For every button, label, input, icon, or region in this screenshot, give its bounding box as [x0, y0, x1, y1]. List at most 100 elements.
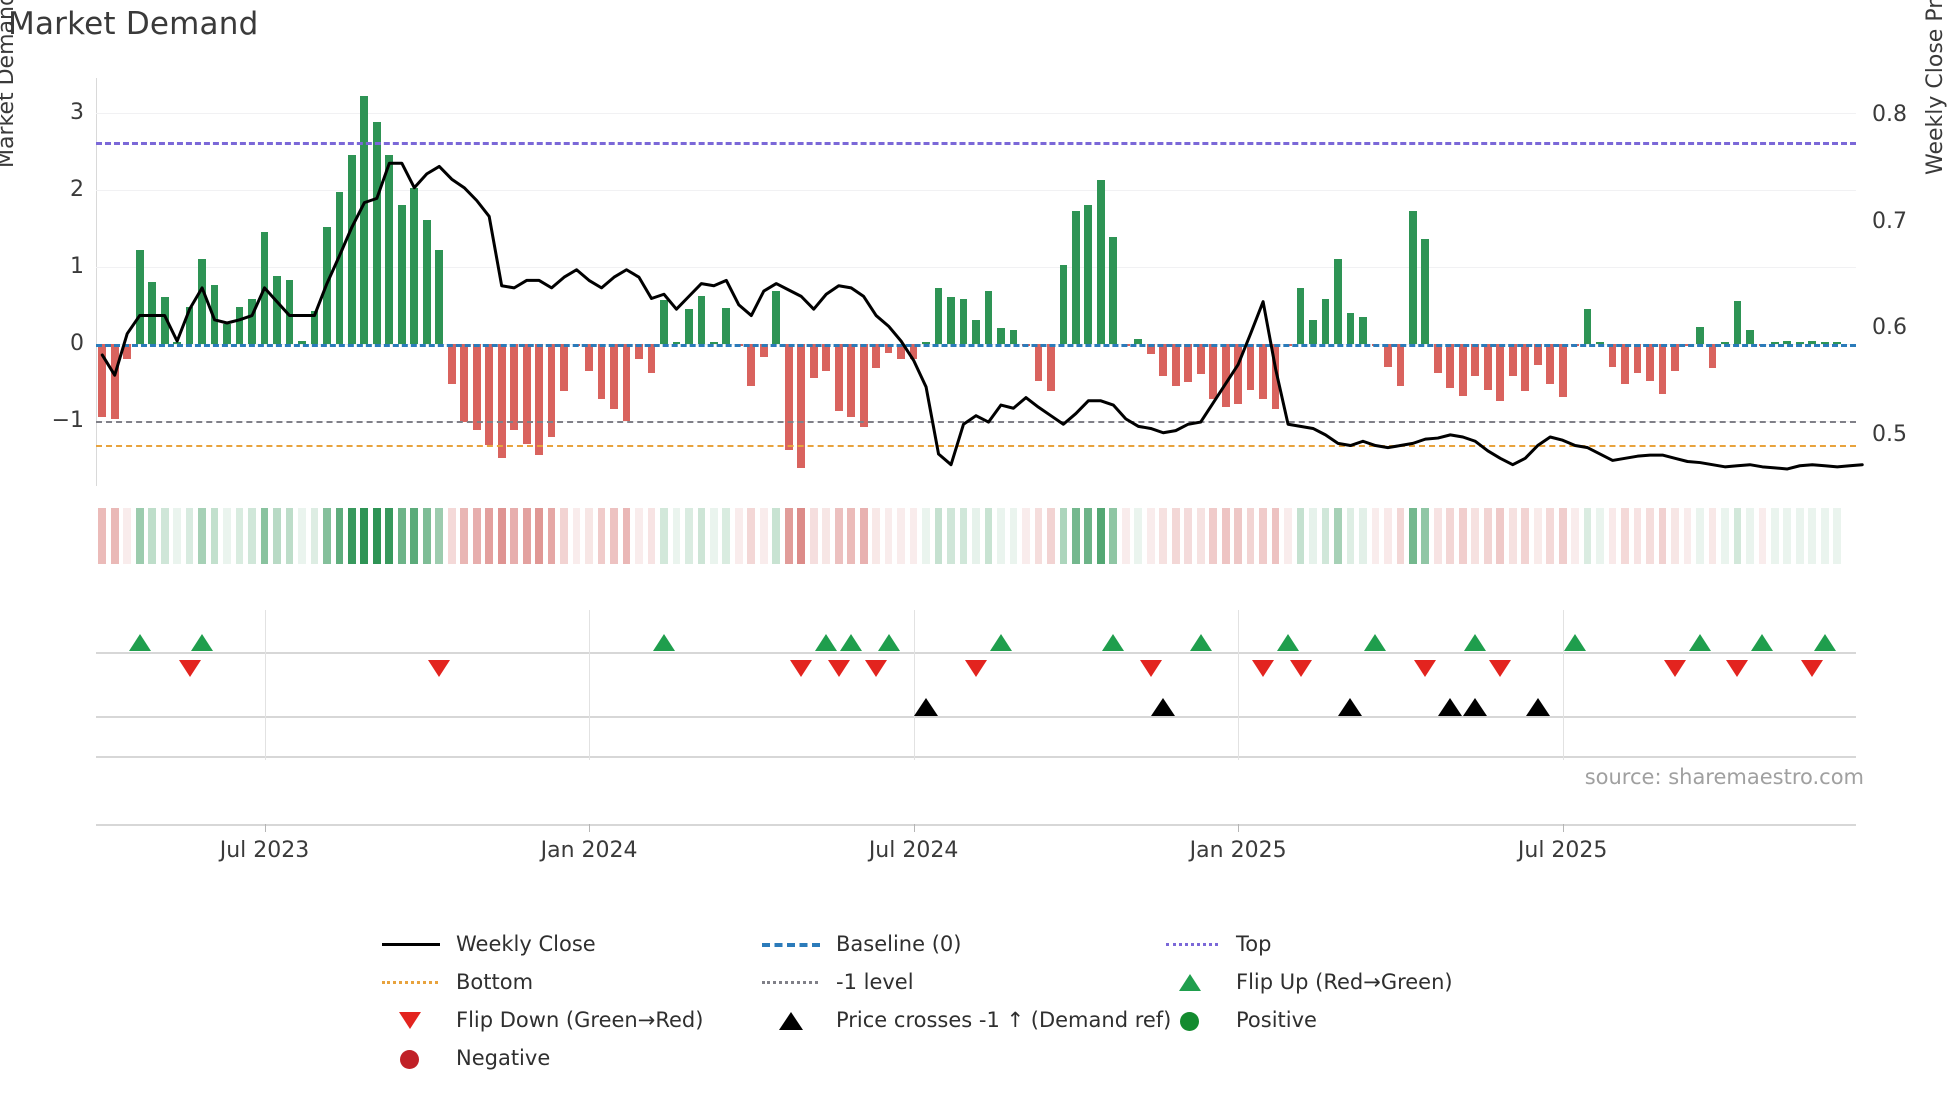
x-axis-tick-mark — [264, 824, 266, 832]
heat-strip-cell — [410, 508, 419, 564]
y-axis-right-tick: 0.6 — [1872, 315, 1907, 341]
demand-bar — [1533, 343, 1542, 366]
flip-down-marker[interactable] — [1801, 660, 1824, 677]
triangle-up-green-icon — [1160, 970, 1222, 994]
flip-down-marker[interactable] — [1726, 660, 1749, 677]
heat-strip-cell — [897, 508, 905, 564]
flip-down-marker[interactable] — [1252, 660, 1275, 677]
y-axis-left-tick: 3 — [70, 99, 84, 125]
heat-strip-cell — [123, 508, 132, 564]
flip-up-marker[interactable] — [652, 634, 675, 651]
heat-strip-cell — [1433, 508, 1442, 564]
flip-down-marker[interactable] — [1289, 660, 1312, 677]
heat-strip-cell — [1671, 508, 1679, 564]
flip-down-marker[interactable] — [1664, 660, 1686, 677]
demand-bar — [1096, 180, 1105, 344]
chart-legend: Weekly Close Baseline (0) Top Bottom -1 … — [380, 925, 1740, 1077]
flip-up-marker[interactable] — [1102, 634, 1125, 651]
flip-down-marker[interactable] — [865, 660, 888, 677]
legend-item-flip-down[interactable]: Flip Down (Green→Red) — [380, 1001, 760, 1039]
flip-down-marker[interactable] — [1139, 660, 1162, 677]
flip-up-marker[interactable] — [1751, 634, 1774, 651]
demand-bar — [784, 343, 793, 450]
demand-bar — [1309, 320, 1317, 344]
flip-down-marker[interactable] — [965, 660, 987, 677]
legend-item-weekly-close[interactable]: Weekly Close — [380, 925, 760, 963]
demand-bar — [1171, 343, 1180, 386]
legend-item-positive[interactable]: Positive — [1160, 1001, 1580, 1039]
heat-strip-cell — [1371, 508, 1380, 564]
flip-down-marker[interactable] — [1489, 660, 1512, 677]
heat-strip-cell — [535, 508, 543, 564]
demand-bar — [98, 343, 107, 417]
heat-strip-cell — [1071, 508, 1080, 564]
y-axis-right-tick: 0.8 — [1872, 102, 1907, 128]
triangle-up-black-icon — [760, 1008, 822, 1032]
flip-up-marker[interactable] — [1189, 634, 1212, 651]
flip-up-marker[interactable] — [191, 634, 214, 651]
flip-down-marker[interactable] — [827, 660, 850, 677]
demand-bar — [547, 343, 556, 438]
demand-bar — [847, 343, 856, 417]
legend-item-baseline[interactable]: Baseline (0) — [760, 925, 1160, 963]
flip-up-marker[interactable] — [1364, 634, 1387, 651]
heat-strip-cell — [198, 508, 206, 564]
legend-item-top[interactable]: Top — [1160, 925, 1580, 963]
heat-strip-cell — [1633, 508, 1642, 564]
flip-up-marker[interactable] — [815, 634, 838, 651]
legend-item-bottom[interactable]: Bottom — [380, 963, 760, 1001]
heat-strip-cell — [285, 508, 294, 564]
heat-strip-cell — [460, 508, 469, 564]
price-cross-marker[interactable] — [1438, 698, 1463, 716]
heat-strip-cell — [497, 508, 506, 564]
legend-item-price-cross[interactable]: Price crosses -1 ↑ (Demand ref) — [760, 1001, 1171, 1039]
flip-down-marker[interactable] — [790, 660, 813, 677]
flip-up-marker[interactable] — [1564, 634, 1587, 651]
flip-up-marker[interactable] — [1813, 634, 1836, 651]
heat-strip-cell — [1646, 508, 1654, 564]
price-cross-marker[interactable] — [1463, 698, 1488, 716]
flip-up-marker[interactable] — [1464, 634, 1487, 651]
heat-strip-cell — [1621, 508, 1629, 564]
legend-item-negative[interactable]: Negative — [380, 1039, 760, 1077]
demand-bar — [422, 220, 431, 344]
marker-row-separator — [96, 652, 1856, 654]
legend-item-minus-one-level[interactable]: -1 level — [760, 963, 1160, 1001]
heat-strip-cell — [1246, 508, 1255, 564]
demand-bar — [1346, 312, 1355, 344]
demand-bar — [1696, 326, 1704, 344]
heat-strip-cell — [959, 508, 968, 564]
price-cross-marker[interactable] — [914, 698, 939, 716]
demand-bar — [385, 154, 394, 344]
legend-item-flip-up[interactable]: Flip Up (Red→Green) — [1160, 963, 1580, 1001]
flip-up-marker[interactable] — [840, 634, 863, 651]
demand-bar — [248, 298, 256, 344]
demand-bar — [1047, 343, 1055, 392]
flip-down-marker[interactable] — [178, 660, 201, 677]
demand-bar — [1271, 343, 1280, 409]
flip-down-marker[interactable] — [428, 660, 451, 677]
y-axis-right-tick: 0.7 — [1872, 208, 1907, 234]
heat-strip-cell — [1508, 508, 1517, 564]
price-cross-marker[interactable] — [1338, 698, 1363, 716]
flip-up-marker[interactable] — [989, 634, 1012, 651]
flip-down-marker[interactable] — [1414, 660, 1437, 677]
price-cross-marker[interactable] — [1151, 698, 1176, 716]
heat-strip-cell — [647, 508, 656, 564]
flip-up-marker[interactable] — [877, 634, 900, 651]
heat-strip-cell — [185, 508, 194, 564]
flip-up-marker[interactable] — [1277, 634, 1300, 651]
demand-bar — [372, 121, 381, 344]
heat-strip-cell — [1758, 508, 1767, 564]
flip-up-marker[interactable] — [1688, 634, 1711, 651]
heat-strip-cell — [1721, 508, 1729, 564]
demand-bar — [360, 95, 369, 344]
heat-strip-cell — [310, 508, 319, 564]
heat-strip-cell — [1196, 508, 1205, 564]
demand-bar — [210, 285, 219, 344]
heat-strip-cell — [1171, 508, 1180, 564]
price-cross-marker[interactable] — [1525, 698, 1550, 716]
flip-up-marker[interactable] — [128, 634, 151, 651]
x-axis-tick-mark — [589, 824, 591, 832]
heat-strip-cell — [1134, 508, 1143, 564]
